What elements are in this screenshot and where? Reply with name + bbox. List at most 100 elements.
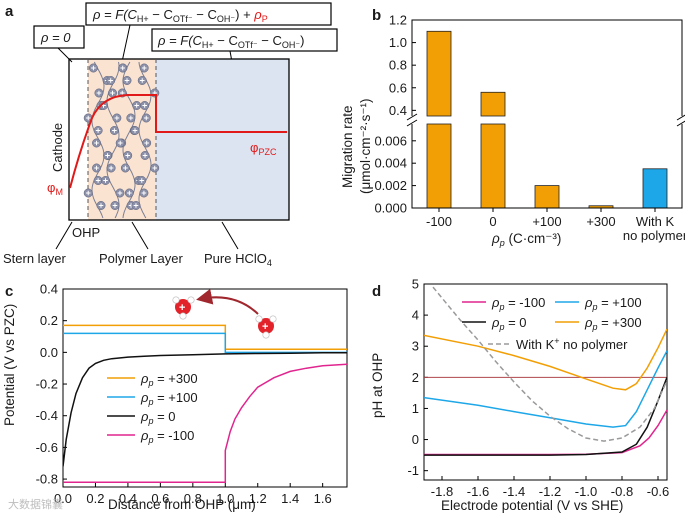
fixed-charge-icon (142, 138, 152, 148)
pointer-zero (57, 47, 73, 63)
fixed-charge-icon (115, 188, 125, 198)
polymer-eq-box (85, 2, 332, 26)
series-line (424, 350, 667, 428)
axis-break-mark (676, 120, 685, 127)
panel-d-xlabel: Electrode potential (V vs SHE) (441, 498, 623, 513)
y-tick-label: 0.4 (389, 103, 407, 118)
fixed-charge-icon (139, 188, 149, 198)
ohp-label: OHP (72, 225, 100, 240)
y-tick-label: 0.4 (40, 282, 58, 297)
series-line (63, 351, 347, 467)
x-tick-label: -1.6 (467, 484, 489, 499)
axis-break-mark (406, 119, 418, 127)
fixed-charge-icon (110, 201, 120, 210)
upper-axis-frame (411, 19, 683, 116)
y-tick-label: -0.6 (36, 440, 58, 455)
chart-d: -1.8 -1.6 -1.4 -1.2 -1.0 -0.8 -0.6 -1 0 1 2 3 4 5 ρp =… (407, 277, 669, 500)
y-tick-label: 1.0 (389, 35, 407, 50)
series-line (424, 377, 667, 456)
panel-c-ylabel: Potential (V vs PZC) (2, 304, 17, 426)
series-line (432, 286, 667, 442)
fixed-charge-icon (141, 113, 151, 123)
panel-b-xlabel: ρp (C·cm⁻³) (491, 231, 561, 248)
x-tick-label: -1.2 (539, 484, 561, 499)
y-tick-label: 0.0 (40, 345, 58, 360)
x-tick-label: 0.4 (119, 491, 137, 506)
fixed-charge-icon (99, 101, 108, 110)
y-tick-label: 0.006 (374, 133, 407, 148)
polymer-pointer (131, 221, 149, 250)
migration-arrow-icon (196, 288, 259, 315)
x-tick-label: 0.6 (151, 491, 169, 506)
fixed-charge-icon (93, 126, 103, 135)
y-tick-label: 1 (412, 401, 419, 416)
y-tick-label: 0.002 (374, 178, 407, 193)
fixed-charge-icon (130, 126, 140, 135)
panel-c-label: c (5, 283, 13, 300)
fixed-charge-icon (137, 76, 147, 85)
bar-lower (480, 123, 506, 209)
bar-upper (480, 91, 506, 117)
fixed-charge-icon (88, 63, 98, 73)
fixed-charge-icon (115, 138, 125, 148)
axis-break-mark (676, 114, 685, 121)
bar-lower (426, 123, 452, 209)
bar (534, 185, 560, 209)
series-line (63, 332, 347, 354)
fixed-charge-icon (83, 188, 93, 198)
y-tick-label: 2 (412, 370, 419, 385)
y-tick-label: -0.4 (36, 408, 58, 423)
phi-pzc-label: φPZC (250, 140, 277, 157)
x-tick-label: With K (636, 214, 675, 229)
fixed-charge-icon (132, 101, 142, 110)
hydronium-molecule-icon: + (172, 296, 195, 320)
fixed-charge-icon (92, 163, 101, 173)
y-tick-label: 5 (412, 277, 419, 292)
legend-label: ρp = +100 (140, 390, 198, 407)
hydronium-molecule-icon-2: + (255, 315, 277, 339)
stern-pointer (55, 221, 73, 250)
x-tick-label: -1.8 (431, 484, 453, 499)
fixed-charge-icon (118, 63, 128, 73)
y-tick-label: 0.2 (40, 313, 58, 328)
fixed-charge-icon (106, 76, 116, 85)
panel-c: c 0.0 0.2 0.4 0.6 0.8 1.0 1.2 1.4 1.6 -0.8 -0.6 -0.… (2, 282, 348, 512)
legend-label: ρp = +300 (584, 315, 642, 332)
x-tick-label: -1.0 (575, 484, 597, 499)
fixed-charge-icon (126, 113, 136, 123)
plot-frame (423, 283, 668, 481)
y-tick-label: 0.004 (374, 156, 407, 171)
bar (642, 168, 668, 209)
fixed-charge-icon (103, 151, 112, 160)
legend-label: ρp = 0 (491, 315, 527, 332)
rho-zero-eq: ρ = 0 (40, 30, 71, 45)
x-tick-label-line2: no polymer (623, 228, 685, 243)
svg-text:+: + (179, 302, 185, 314)
pure-hclo4-label: Pure HClO4 (204, 251, 272, 268)
panel-d-ylabel: pH at OHP (370, 353, 385, 418)
legend-label: ρp = -100 (491, 295, 545, 312)
rho-zero-box (33, 25, 85, 49)
legend-label: ρp = +300 (140, 371, 198, 388)
cell-frame (68, 58, 290, 221)
fixed-charge-icon (93, 176, 103, 185)
y-tick-label: -0.2 (36, 377, 58, 392)
y-tick-label: -1 (407, 463, 419, 478)
y-tick-label: 0.000 (374, 201, 407, 216)
fixed-charge-icon (139, 63, 149, 73)
fixed-charge-icon (96, 201, 106, 210)
fixed-charge-icon (122, 76, 132, 85)
panel-c-xlabel: Distance from OHP (μm) (108, 497, 256, 512)
fixed-charge-icon (124, 188, 134, 198)
legend-label: With K+ no polymer (516, 336, 628, 352)
watermark: 大数据锦囊 (8, 499, 63, 511)
y-tick-label: 1.2 (389, 13, 407, 28)
bar-upper (426, 30, 452, 117)
fixed-charge-icon (106, 163, 116, 173)
x-tick-label: -1.4 (503, 484, 525, 499)
x-tick-label: -0.6 (647, 484, 669, 499)
series-line (63, 324, 347, 350)
x-tick-label: -100 (426, 214, 452, 229)
x-tick-label: 1.6 (314, 491, 332, 506)
y-tick-label: 0 (412, 432, 419, 447)
